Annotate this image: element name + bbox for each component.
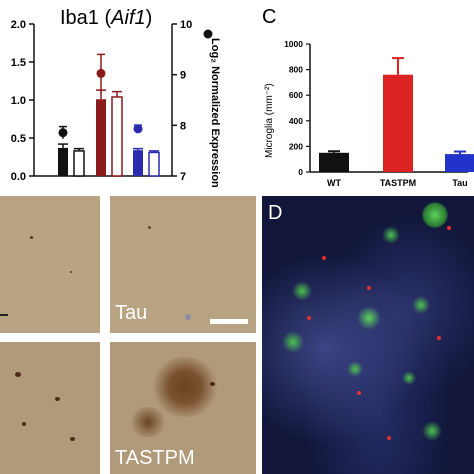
right-axis-marker — [203, 29, 213, 39]
micrograph-top-left — [0, 196, 100, 333]
scale-bar — [210, 319, 248, 324]
left-tick-label: 2.0 — [11, 19, 26, 31]
y-tick-label: 400 — [289, 116, 303, 126]
y-tick-label: 1000 — [284, 39, 303, 49]
y-tick-label: 800 — [289, 65, 303, 75]
right-axis: 7 8 9 10 — [171, 19, 192, 183]
open-bar — [73, 150, 85, 177]
expression-dot — [133, 124, 143, 134]
y-tick-label: 600 — [289, 90, 303, 100]
iba1-chart: Iba1 (Aif1) 0.0 0.5 1.0 1.5 2.0 7 8 9 10 Log₂ N… — [11, 7, 221, 188]
micrograph-bottom-left — [0, 342, 100, 474]
expression-dot — [96, 68, 106, 78]
open-bar — [111, 96, 123, 177]
y-axis: 0 200 400 600 800 1000 — [284, 39, 468, 177]
bar-tau — [445, 154, 474, 172]
expression-dot — [58, 128, 68, 138]
fluorescence-image: D — [262, 196, 474, 474]
filled-bar — [58, 147, 68, 176]
right-tick-label: 9 — [180, 70, 186, 82]
filled-bar — [133, 150, 143, 176]
x-tick-label: Tau — [452, 178, 467, 188]
bar-wt — [319, 152, 349, 172]
chart-b-title: Iba1 (Aif1) — [60, 7, 152, 29]
left-tick-label: 0.5 — [11, 133, 26, 145]
microglia-chart: C 0 200 400 600 800 1000 WT TASTPM Tau Microgli… — [262, 6, 474, 188]
bar-group — [58, 53, 160, 177]
y-tick-label: 0 — [298, 167, 303, 177]
right-tick-label: 10 — [180, 19, 192, 31]
bar-tastpm — [383, 74, 413, 172]
panel-letter-c: C — [262, 6, 276, 28]
left-tick-label: 0.0 — [11, 171, 26, 183]
tastpm-image-label: TASTPM — [115, 447, 195, 469]
micrograph-tau: Tau — [110, 196, 256, 333]
x-tick-label: TASTPM — [380, 178, 416, 188]
micrograph-tastpm: TASTPM — [110, 342, 256, 474]
right-tick-label: 7 — [180, 171, 186, 183]
right-tick-label: 8 — [180, 120, 186, 132]
left-axis: 0.0 0.5 1.0 1.5 2.0 — [11, 19, 172, 183]
panel-letter-d: D — [268, 202, 283, 224]
tau-image-label: Tau — [115, 302, 148, 324]
x-tick-label: WT — [327, 178, 341, 188]
filled-bar — [96, 99, 106, 176]
left-tick-label: 1.5 — [11, 57, 26, 69]
right-axis-label: Log₂ Normalized Expression — [209, 38, 221, 188]
bar-group: WT TASTPM Tau — [319, 57, 474, 188]
left-tick-label: 1.0 — [11, 95, 26, 107]
open-bar — [148, 151, 160, 177]
y-tick-label: 200 — [289, 141, 303, 151]
chart-c-ylabel: Microglia (mm⁻²) — [264, 83, 275, 158]
